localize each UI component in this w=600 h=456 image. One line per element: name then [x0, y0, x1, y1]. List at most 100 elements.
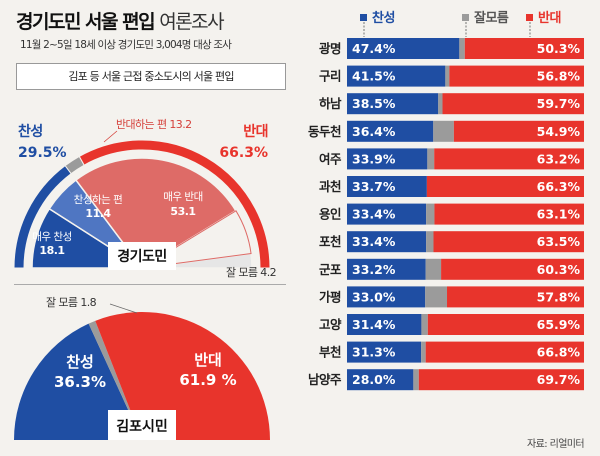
- bar-dontknow: [413, 369, 419, 391]
- bar-oppose: [418, 369, 584, 391]
- bar-support-value: 28.0%: [352, 372, 396, 387]
- bar-support: [347, 176, 427, 197]
- bar-oppose-value: 66.8%: [537, 345, 581, 360]
- question-box: 김포 등 서울 근접 중소도시의 서울 편입: [16, 63, 286, 90]
- gimpo-semicircle-chart: 김포시민 찬성 36.3% 반대 61.9 % 잘 모름 1.8: [14, 296, 270, 440]
- bar-support: [347, 369, 414, 391]
- region-label: 남양주: [308, 372, 342, 387]
- source-note: 자료: 리얼미터: [527, 439, 585, 450]
- bar-oppose: [426, 176, 584, 197]
- gimpo-support-label: 찬성: [66, 353, 94, 371]
- gyeonggi-inner-slice-2: [74, 157, 238, 269]
- bar-oppose: [447, 286, 584, 308]
- gyeonggi-strong-oppose-value: 53.1: [170, 205, 195, 218]
- bar-oppose-value: 60.3%: [537, 262, 581, 277]
- region-label: 과천: [319, 179, 341, 194]
- bar-support: [347, 341, 422, 363]
- survey-subtitle: 11월 2~5일 18세 이상 경기도민 3,004명 대상 조사: [20, 39, 232, 51]
- bar-support: [347, 258, 426, 280]
- bar-dontknow: [438, 93, 443, 115]
- bar-support: [347, 120, 434, 142]
- bar-oppose-value: 56.8%: [537, 69, 581, 84]
- bar-oppose: [425, 341, 584, 363]
- region-label: 구리: [319, 69, 341, 84]
- bar-support-value: 31.3%: [352, 345, 396, 360]
- gyeonggi-support-value: 29.5%: [18, 145, 67, 161]
- bar-support-value: 47.4%: [352, 41, 396, 56]
- gimpo-oppose-value: 61.9 %: [179, 371, 236, 389]
- bar-oppose: [434, 203, 584, 225]
- bar-oppose-value: 66.3%: [537, 179, 581, 194]
- gyeonggi-strong-oppose-label: 매우 반대: [163, 191, 202, 203]
- bar-oppose: [441, 258, 584, 280]
- gyeonggi-outer-ring-2: [78, 139, 271, 269]
- gimpo-center-box: [108, 410, 176, 440]
- gyeonggi-strong-support-label: 매우 찬성: [32, 231, 71, 243]
- gyeonggi-support-somewhat-value: 11.4: [85, 207, 111, 220]
- bar-support-value: 31.4%: [352, 317, 396, 332]
- bar-oppose-value: 57.8%: [537, 289, 581, 304]
- gyeonggi-oppose-somewhat-outline: [141, 210, 252, 269]
- bar-dontknow: [425, 286, 448, 308]
- gyeonggi-oppose-somewhat-leader: [103, 130, 118, 143]
- bar-oppose: [449, 65, 584, 87]
- bar-support: [347, 65, 446, 87]
- region-label: 고양: [319, 317, 342, 332]
- bar-oppose-value: 63.2%: [537, 151, 581, 166]
- bar-oppose: [464, 38, 584, 59]
- region-label: 하남: [319, 96, 342, 111]
- region-label: 포천: [319, 234, 341, 249]
- bar-oppose-value: 65.9%: [537, 317, 581, 332]
- region-label: 부천: [319, 345, 341, 360]
- bar-dontknow: [421, 314, 428, 335]
- bar-oppose-value: 59.7%: [537, 96, 581, 111]
- legend-label-1: 잘모름: [474, 11, 509, 26]
- gimpo-support-value: 36.3%: [54, 373, 106, 391]
- bar-support: [347, 314, 422, 335]
- region-label: 군포: [319, 262, 342, 277]
- gyeonggi-oppose-somewhat-label: 반대하는 편 13.2: [116, 117, 192, 131]
- bar-oppose: [442, 93, 584, 115]
- bar-support-value: 33.4%: [352, 234, 396, 249]
- bar-support: [347, 203, 427, 225]
- bar-support: [347, 231, 427, 253]
- bar-oppose-value: 54.9%: [537, 124, 581, 139]
- gimpo-dontknow-leader: [109, 303, 138, 314]
- bar-support-value: 33.4%: [352, 207, 396, 222]
- bar-oppose: [434, 148, 584, 170]
- page-title: 경기도민 서울 편입 여론조사: [16, 11, 225, 33]
- region-label: 여주: [319, 151, 342, 166]
- gyeonggi-oppose-value: 66.3%: [219, 145, 268, 161]
- bar-dontknow: [459, 38, 465, 59]
- gyeonggi-center-box: [108, 242, 176, 270]
- gyeonggi-oppose-label: 반대: [243, 123, 268, 140]
- bar-oppose-value: 69.7%: [537, 372, 581, 387]
- bar-oppose: [433, 231, 584, 253]
- bar-support-value: 33.0%: [352, 289, 396, 304]
- region-label: 동두천: [308, 124, 341, 139]
- gimpo-slice-2: [95, 312, 270, 440]
- bar-support-value: 36.4%: [352, 124, 396, 139]
- bar-oppose-value: 63.1%: [537, 207, 581, 222]
- region-label: 광명: [319, 41, 341, 56]
- bar-support-value: 33.2%: [352, 262, 396, 277]
- gyeonggi-dontknow-label: 잘 모름 4.2: [226, 266, 276, 279]
- legend-label-0: 찬성: [372, 10, 395, 26]
- bar-support: [347, 38, 460, 59]
- section-divider: [14, 284, 286, 285]
- bar-dontknow: [433, 120, 454, 142]
- legend-swatch-1: [462, 14, 469, 21]
- bar-support-value: 33.7%: [352, 179, 396, 194]
- bar-support: [347, 93, 439, 115]
- bar-support-value: 33.9%: [352, 151, 396, 166]
- gyeonggi-support-label: 찬성: [18, 123, 43, 140]
- bar-support-value: 38.5%: [352, 96, 396, 111]
- legend-swatch-0: [360, 14, 367, 21]
- bar-dontknow: [426, 231, 434, 253]
- region-label: 용인: [319, 207, 341, 222]
- legend-swatch-2: [526, 14, 533, 21]
- legend-label-2: 반대: [538, 10, 561, 26]
- bar-support: [347, 148, 428, 170]
- gimpo-center-label: 김포시민: [116, 418, 168, 435]
